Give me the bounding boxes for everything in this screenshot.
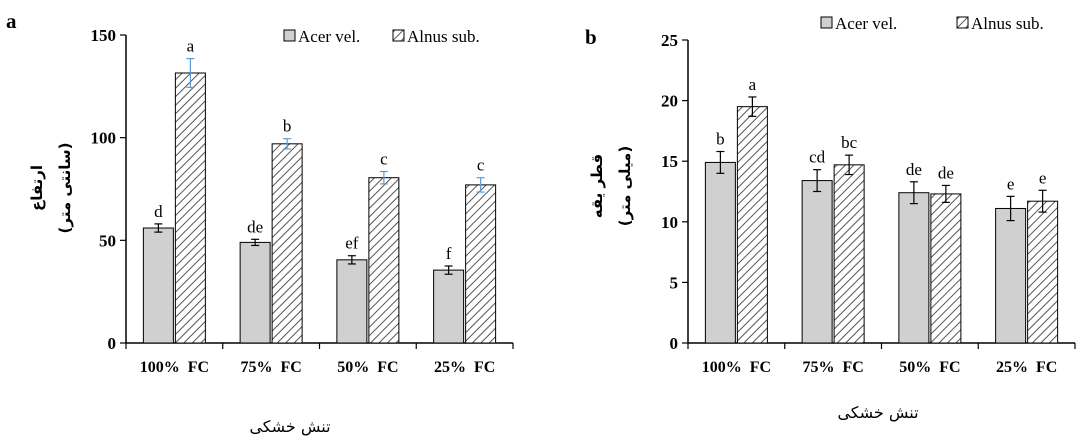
bar-acer: [995, 207, 1027, 344]
y-axis-label: ارتفاع (سانتی متر): [28, 143, 74, 234]
significance-letter: c: [380, 150, 388, 169]
y-tick-label: 15: [661, 152, 678, 171]
y-axis-unit: (میلی متر): [616, 146, 634, 226]
bar-alnus: [1027, 200, 1059, 344]
y-axis-title: ارتفاع: [28, 165, 46, 211]
legend-label-alnus: Alnus sub.: [971, 14, 1044, 33]
y-tick-label: 100: [91, 129, 117, 148]
legend-label-acer: Acer vel.: [835, 14, 897, 33]
x-axis-title: تنش خشکی: [249, 417, 330, 437]
bar-alnus: [271, 143, 303, 344]
x-tick-label: 75% FC: [802, 359, 863, 376]
bar-alnus: [465, 184, 497, 344]
x-tick-label: 100% FC: [140, 359, 209, 376]
y-tick-label: 25: [661, 31, 678, 50]
significance-letter: d: [154, 202, 163, 221]
y-tick-label: 5: [670, 273, 679, 292]
x-tick-label: 100% FC: [702, 359, 771, 376]
significance-letter: a: [187, 37, 195, 56]
y-axis-unit: (سانتی متر): [56, 143, 74, 234]
y-axis-label: قطر یقه (میلی متر): [588, 146, 634, 226]
bar-alnus: [174, 72, 206, 344]
x-tick-label: 25% FC: [434, 359, 495, 376]
panel-letter: a: [6, 9, 17, 33]
plot-area-a: 0 50 100 150 100% FC d a 75% FC de b 50% FC ef c 25% …: [91, 26, 514, 376]
legend-label-alnus: Alnus sub.: [407, 27, 480, 46]
significance-letter: cd: [809, 148, 826, 167]
x-tick-label: 25% FC: [996, 359, 1057, 376]
panel-letter: b: [585, 25, 597, 49]
bar-alnus: [368, 177, 400, 344]
significance-letter: f: [446, 244, 452, 263]
significance-letter: e: [1039, 168, 1047, 187]
significance-letter: de: [247, 217, 263, 236]
significance-letter: de: [906, 160, 922, 179]
y-tick-label: 20: [661, 92, 678, 111]
legend-a: Acer vel. Alnus sub.: [283, 27, 480, 46]
y-tick-label: 0: [108, 334, 117, 353]
significance-letter: c: [477, 156, 485, 175]
significance-letter: de: [938, 163, 954, 182]
significance-letter: bc: [841, 133, 858, 152]
legend-b: Acer vel. Alnus sub.: [820, 14, 1044, 33]
x-tick-label: 50% FC: [899, 359, 960, 376]
significance-letter: b: [716, 130, 725, 149]
y-tick-label: 10: [661, 213, 678, 232]
legend-swatch-acer: [820, 16, 833, 29]
bar-acer: [239, 241, 271, 344]
y-tick-label: 150: [91, 26, 117, 45]
y-tick-label: 0: [670, 334, 679, 353]
bar-alnus: [930, 193, 962, 344]
legend-label-acer: Acer vel.: [298, 27, 360, 46]
bar-acer: [336, 259, 368, 344]
significance-letter: b: [283, 117, 292, 136]
bar-acer: [704, 161, 736, 344]
bar-acer: [801, 180, 833, 344]
x-axis-title: تنش خشکی: [837, 403, 918, 423]
bar-acer: [898, 192, 930, 344]
bar-alnus: [736, 106, 768, 344]
x-tick-label: 75% FC: [240, 359, 301, 376]
significance-letter: e: [1007, 174, 1015, 193]
legend-swatch-alnus: [956, 16, 969, 29]
significance-letter: ef: [345, 234, 359, 253]
legend-swatch-alnus: [392, 29, 405, 42]
y-axis-title: قطر یقه: [588, 154, 606, 219]
bar-acer: [433, 269, 465, 344]
x-tick-label: 50% FC: [337, 359, 398, 376]
significance-letter: a: [749, 75, 757, 94]
bar-alnus: [833, 164, 865, 344]
chart-panel-b: b قطر یقه (میلی متر) تنش خشکی 0 5 10 15 20 25…: [585, 14, 1076, 423]
legend-swatch-acer: [283, 29, 296, 42]
chart-panel-a: a ارتفاع (سانتی متر) تنش خشکی 0 50 100 150 1…: [6, 9, 514, 437]
bar-acer: [142, 227, 174, 344]
y-tick-label: 50: [99, 231, 116, 250]
